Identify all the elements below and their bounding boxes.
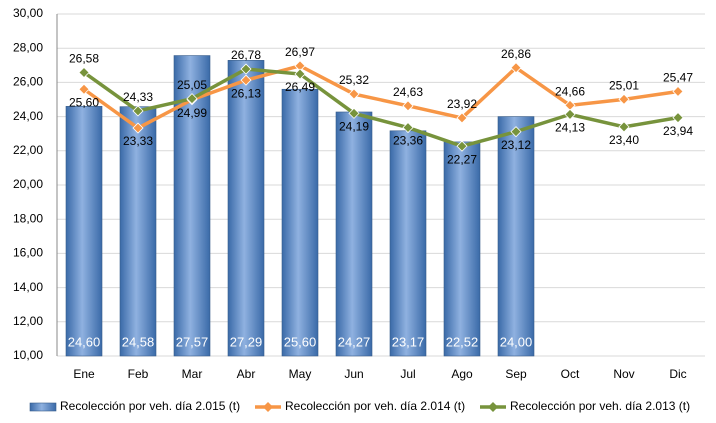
line-value-label: 26,49 xyxy=(285,80,315,94)
line-value-label: 23,36 xyxy=(393,134,423,148)
bar xyxy=(443,141,481,357)
bar-value-label: 27,29 xyxy=(230,334,263,349)
bar-value-label: 27,57 xyxy=(176,334,209,349)
legend-swatch xyxy=(29,402,57,412)
bar xyxy=(119,106,157,357)
line xyxy=(82,63,679,131)
line-value-label: 26,97 xyxy=(285,45,315,59)
bar-value-label: 24,27 xyxy=(338,334,371,349)
bar-value-label: 24,58 xyxy=(122,334,155,349)
line-value-label: 23,12 xyxy=(501,138,531,152)
line-marker xyxy=(186,93,198,105)
x-tick-label: Feb xyxy=(128,367,149,381)
line-marker xyxy=(78,83,90,95)
bar xyxy=(389,130,427,357)
y-tick-label: 24,00 xyxy=(13,109,43,123)
line-value-label: 23,40 xyxy=(609,133,639,147)
line-marker xyxy=(672,85,684,98)
x-tick-label: Mar xyxy=(182,367,203,381)
line-marker xyxy=(618,121,630,133)
line-value-label: 24,33 xyxy=(123,90,153,104)
legend-marker xyxy=(263,402,273,412)
line-value-label: 23,94 xyxy=(663,124,693,138)
bar xyxy=(281,88,319,357)
x-tick-label: Oct xyxy=(561,367,580,381)
bar xyxy=(497,116,535,357)
line-marker xyxy=(564,108,576,120)
bar-value-label: 24,00 xyxy=(500,334,533,349)
x-tick-label: Abr xyxy=(237,367,256,381)
y-tick-label: 22,00 xyxy=(13,143,43,157)
bar xyxy=(227,60,265,357)
line-marker xyxy=(348,88,360,100)
y-tick-label: 26,00 xyxy=(13,75,43,89)
line-value-label: 25,05 xyxy=(177,78,207,92)
line-value-label: 22,27 xyxy=(447,152,477,166)
x-tick-label: Ene xyxy=(73,367,95,381)
line-marker xyxy=(456,112,468,124)
bar-value-label: 25,60 xyxy=(284,334,317,349)
line-value-label: 24,99 xyxy=(177,106,207,120)
line-marker xyxy=(672,112,684,124)
y-tick-label: 10,00 xyxy=(13,348,43,362)
line-marker xyxy=(132,122,144,134)
y-tick-label: 28,00 xyxy=(13,40,43,54)
bar-value-label: 22,52 xyxy=(446,334,479,349)
line-marker xyxy=(78,66,90,79)
x-tick-label: Jun xyxy=(344,367,363,381)
bar xyxy=(335,111,373,357)
line-value-label: 23,92 xyxy=(447,97,477,111)
line-value-label: 24,13 xyxy=(555,121,585,135)
line-value-label: 24,63 xyxy=(393,85,423,99)
x-tick-label: Sep xyxy=(505,367,527,381)
line-marker xyxy=(294,68,306,80)
line-value-label: 26,58 xyxy=(69,52,99,66)
x-tick-label: Nov xyxy=(613,367,634,381)
line-marker xyxy=(240,74,252,86)
legend-label: Recolección por veh. día 2.013 (t) xyxy=(510,399,690,413)
line-value-label: 25,47 xyxy=(663,71,693,85)
y-tick-label: 16,00 xyxy=(13,246,43,260)
line-marker xyxy=(240,63,252,75)
line-value-label: 24,66 xyxy=(555,84,585,98)
line-value-label: 26,86 xyxy=(501,47,531,61)
bar-value-label: 24,60 xyxy=(68,334,101,349)
line-value-label: 24,19 xyxy=(339,120,369,134)
y-tick-label: 20,00 xyxy=(13,177,43,191)
line-value-label: 25,32 xyxy=(339,73,369,87)
line-marker xyxy=(510,62,522,74)
line-marker xyxy=(456,140,468,152)
legend-marker xyxy=(488,402,498,412)
x-tick-label: May xyxy=(289,367,312,381)
line-marker xyxy=(348,107,360,119)
line-marker xyxy=(402,121,414,134)
y-tick-label: 14,00 xyxy=(13,280,43,294)
line-value-label: 26,78 xyxy=(231,48,261,62)
bar-value-label: 23,17 xyxy=(392,334,425,349)
y-tick-label: 12,00 xyxy=(13,314,43,328)
bar xyxy=(65,106,103,357)
line-marker xyxy=(132,105,144,117)
line-marker xyxy=(402,100,414,112)
line-value-label: 26,13 xyxy=(231,86,261,100)
y-tick-label: 30,00 xyxy=(13,6,43,20)
x-tick-label: Ago xyxy=(451,367,473,381)
line-value-label: 25,60 xyxy=(69,95,99,109)
line-value-label: 25,01 xyxy=(609,79,639,93)
legend-label: Recolección por veh. día 2.015 (t) xyxy=(60,399,240,413)
line xyxy=(82,67,679,149)
y-tick-label: 18,00 xyxy=(13,211,43,225)
line-marker xyxy=(510,126,522,138)
line-marker xyxy=(618,93,630,105)
legend-label: Recolección por veh. día 2.014 (t) xyxy=(285,399,465,413)
line-value-label: 23,33 xyxy=(123,134,153,148)
x-tick-label: Jul xyxy=(400,367,415,381)
x-tick-label: Dic xyxy=(669,367,686,381)
